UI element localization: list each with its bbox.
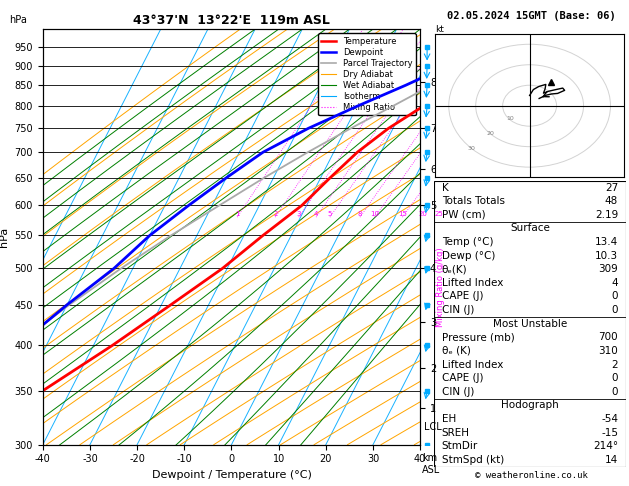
Text: 3: 3 bbox=[296, 211, 301, 217]
Text: 0: 0 bbox=[611, 292, 618, 301]
Text: Mixing Ratio (g/kg): Mixing Ratio (g/kg) bbox=[437, 247, 445, 327]
Text: 48: 48 bbox=[605, 196, 618, 206]
Text: 4: 4 bbox=[314, 211, 318, 217]
Text: 10: 10 bbox=[506, 117, 514, 122]
Text: -54: -54 bbox=[601, 414, 618, 424]
Text: StmSpd (kt): StmSpd (kt) bbox=[442, 455, 504, 465]
Text: hPa: hPa bbox=[9, 15, 26, 25]
Text: Most Unstable: Most Unstable bbox=[493, 319, 567, 329]
Text: 02.05.2024 15GMT (Base: 06): 02.05.2024 15GMT (Base: 06) bbox=[447, 11, 615, 21]
Text: SREH: SREH bbox=[442, 428, 470, 437]
Text: 14: 14 bbox=[605, 455, 618, 465]
Text: Temp (°C): Temp (°C) bbox=[442, 237, 493, 247]
Text: 4: 4 bbox=[611, 278, 618, 288]
Text: CAPE (J): CAPE (J) bbox=[442, 373, 483, 383]
Text: 1: 1 bbox=[235, 211, 240, 217]
Text: 25: 25 bbox=[435, 211, 443, 217]
Text: 5: 5 bbox=[328, 211, 332, 217]
Text: 27: 27 bbox=[605, 183, 618, 192]
Text: Lifted Index: Lifted Index bbox=[442, 360, 503, 369]
Text: θₑ (K): θₑ (K) bbox=[442, 346, 470, 356]
Text: CIN (J): CIN (J) bbox=[442, 305, 474, 315]
Text: 214°: 214° bbox=[593, 441, 618, 451]
Text: 700: 700 bbox=[599, 332, 618, 342]
Text: Pressure (mb): Pressure (mb) bbox=[442, 332, 515, 342]
Text: PW (cm): PW (cm) bbox=[442, 210, 486, 220]
Text: Lifted Index: Lifted Index bbox=[442, 278, 503, 288]
Text: 0: 0 bbox=[611, 305, 618, 315]
Text: 15: 15 bbox=[398, 211, 407, 217]
Text: 30: 30 bbox=[467, 146, 476, 151]
Text: 310: 310 bbox=[598, 346, 618, 356]
Text: 2: 2 bbox=[611, 360, 618, 369]
Legend: Temperature, Dewpoint, Parcel Trajectory, Dry Adiabat, Wet Adiabat, Isotherm, Mi: Temperature, Dewpoint, Parcel Trajectory… bbox=[318, 34, 416, 116]
Text: StmDir: StmDir bbox=[442, 441, 478, 451]
Text: EH: EH bbox=[442, 414, 456, 424]
Title: 43°37'N  13°22'E  119m ASL: 43°37'N 13°22'E 119m ASL bbox=[133, 14, 330, 27]
X-axis label: Dewpoint / Temperature (°C): Dewpoint / Temperature (°C) bbox=[152, 470, 311, 480]
Text: 10.3: 10.3 bbox=[595, 251, 618, 260]
Text: θₑ(K): θₑ(K) bbox=[442, 264, 467, 274]
Text: LCL: LCL bbox=[424, 422, 442, 432]
Text: 13.4: 13.4 bbox=[595, 237, 618, 247]
Text: 20: 20 bbox=[487, 131, 495, 136]
Text: 0: 0 bbox=[611, 387, 618, 397]
Text: 8: 8 bbox=[358, 211, 362, 217]
Text: kt: kt bbox=[435, 25, 444, 34]
Y-axis label: hPa: hPa bbox=[0, 227, 9, 247]
Text: 2.19: 2.19 bbox=[595, 210, 618, 220]
Text: km
ASL: km ASL bbox=[422, 453, 440, 475]
Text: 309: 309 bbox=[598, 264, 618, 274]
Text: -15: -15 bbox=[601, 428, 618, 437]
Text: 0: 0 bbox=[611, 373, 618, 383]
Text: CAPE (J): CAPE (J) bbox=[442, 292, 483, 301]
Text: 20: 20 bbox=[418, 211, 427, 217]
Text: Dewp (°C): Dewp (°C) bbox=[442, 251, 495, 260]
Text: K: K bbox=[442, 183, 448, 192]
Text: CIN (J): CIN (J) bbox=[442, 387, 474, 397]
Text: 10: 10 bbox=[370, 211, 379, 217]
Text: Hodograph: Hodograph bbox=[501, 400, 559, 410]
Text: © weatheronline.co.uk: © weatheronline.co.uk bbox=[475, 471, 588, 480]
Text: 2: 2 bbox=[273, 211, 277, 217]
Text: Surface: Surface bbox=[510, 224, 550, 233]
Text: Totals Totals: Totals Totals bbox=[442, 196, 504, 206]
